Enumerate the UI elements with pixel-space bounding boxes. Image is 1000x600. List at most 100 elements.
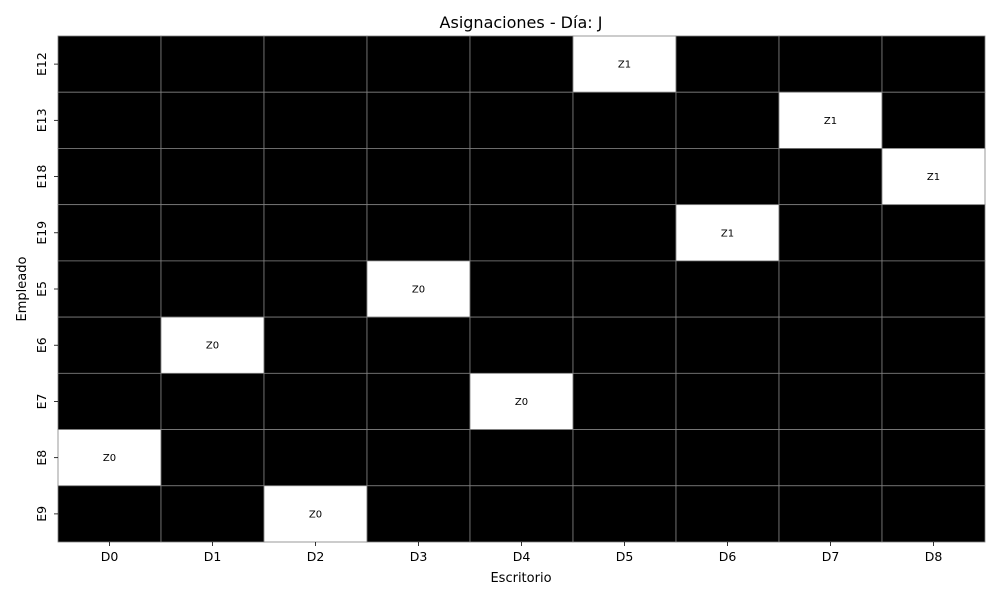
heatmap-cell-E18-D6 [675,148,780,206]
heatmap-cell-E13-D8 [881,91,986,149]
heatmap-cell-E12-D4 [469,35,574,93]
heatmap-cell-E19-D7 [778,204,883,262]
heatmap-cell-E18-D8 [881,148,986,206]
heatmap-cell-E13-D6 [675,91,780,149]
heatmap-cell-E7-D3 [366,372,471,430]
heatmap-cell-E19-D2 [263,204,368,262]
heatmap-cell-E19-D5 [572,204,677,262]
heatmap-cell-E13-D1 [160,91,265,149]
heatmap-cell-E5-D1 [160,260,265,318]
heatmap-cell-E7-D8 [881,372,986,430]
y-tick-label-E7: E7 [34,394,49,410]
heatmap-cell-E5-D4 [469,260,574,318]
heatmap-cell-E12-D1 [160,35,265,93]
y-tick-label-E5: E5 [34,281,49,297]
heatmap-cell-E13-D3 [366,91,471,149]
y-tick-label-E6: E6 [34,337,49,353]
heatmap-cell-E5-D2 [263,260,368,318]
heatmap-cells: Z1 Z1 Z1 Z1 Z0 Z0 Z0 Z0 Z0 [57,35,986,543]
y-tick-label-E12: E12 [34,52,49,76]
heatmap-cell-E13-D0 [57,91,162,149]
heatmap-cell-E5-D5 [572,260,677,318]
heatmap-cell-E7-D1 [160,372,265,430]
x-axis-label: Escritorio [490,571,551,586]
heatmap-cell-E18-D3 [366,148,471,206]
heatmap-cell-E9-D8 [881,485,986,543]
heatmap-cell-E9-D5 [572,485,677,543]
heatmap-cell-E8-D1 [160,429,265,487]
heatmap-cell-E19-D3 [366,204,471,262]
y-tick-label-E8: E8 [34,450,49,466]
heatmap-cell-E18-D2 [263,148,368,206]
cell-label-E9-D2: Z0 [309,509,322,520]
y-tick-label-E9: E9 [34,506,49,522]
heatmap-cell-E7-D2 [263,372,368,430]
heatmap-cell-E12-D0 [57,35,162,93]
heatmap-cell-E6-D2 [263,316,368,374]
x-axis-ticks: D0 D1 D2 D3 D4 D5 D6 D7 D8 [101,542,943,564]
heatmap-cell-E12-D8 [881,35,986,93]
heatmap-cell-E9-D4 [469,485,574,543]
heatmap-cell-E6-D8 [881,316,986,374]
x-tick-label-D6: D6 [719,549,737,564]
heatmap-cell-E12-D3 [366,35,471,93]
heatmap-cell-E8-D4 [469,429,574,487]
cell-label-E8-D0: Z0 [103,453,116,464]
heatmap-cell-E5-D3 [366,260,471,318]
y-tick-label-E13: E13 [34,108,49,132]
x-tick-label-D2: D2 [307,549,325,564]
heatmap-cell-E6-D4 [469,316,574,374]
heatmap-cell-E5-D6 [675,260,780,318]
heatmap-cell-E6-D5 [572,316,677,374]
heatmap-cell-E5-D7 [778,260,883,318]
heatmap-cell-E6-D1 [160,316,265,374]
heatmap-cell-E13-D4 [469,91,574,149]
heatmap-cell-E8-D7 [778,429,883,487]
heatmap-cell-E8-D3 [366,429,471,487]
heatmap-cell-E8-D6 [675,429,780,487]
heatmap-cell-E8-D8 [881,429,986,487]
heatmap-cell-E9-D3 [366,485,471,543]
x-tick-label-D1: D1 [204,549,222,564]
heatmap-cell-E18-D0 [57,148,162,206]
heatmap-cell-E9-D1 [160,485,265,543]
y-axis-label: Empleado [15,257,30,322]
heatmap-cell-E6-D7 [778,316,883,374]
heatmap-cell-E18-D1 [160,148,265,206]
heatmap-cell-E8-D2 [263,429,368,487]
heatmap-cell-E12-D2 [263,35,368,93]
heatmap-cell-E7-D5 [572,372,677,430]
heatmap-cell-E7-D7 [778,372,883,430]
y-tick-label-E19: E19 [34,221,49,245]
cell-label-E5-D3: Z0 [412,285,425,296]
heatmap-cell-E19-D4 [469,204,574,262]
heatmap-cell-E9-D7 [778,485,883,543]
heatmap-cell-E19-D8 [881,204,986,262]
cell-label-E13-D7: Z1 [824,116,837,127]
cell-label-E6-D1: Z0 [206,341,219,352]
heatmap-cell-E5-D8 [881,260,986,318]
heatmap-cell-E18-D4 [469,148,574,206]
heatmap-cell-E7-D0 [57,372,162,430]
heatmap-cell-E13-D2 [263,91,368,149]
cell-label-E12-D5: Z1 [618,60,631,71]
heatmap-cell-E13-D5 [572,91,677,149]
heatmap-cell-E9-D0 [57,485,162,543]
x-tick-label-D4: D4 [513,549,531,564]
x-tick-label-D5: D5 [616,549,634,564]
heatmap-cell-E12-D5 [572,35,677,93]
cell-label-E19-D6: Z1 [721,228,734,239]
heatmap-cell-E18-D5 [572,148,677,206]
x-tick-label-D7: D7 [822,549,840,564]
heatmap-cell-E5-D0 [57,260,162,318]
y-tick-label-E18: E18 [34,165,49,189]
cell-label-E7-D4: Z0 [515,397,528,408]
heatmap-cell-E6-D0 [57,316,162,374]
x-tick-label-D3: D3 [410,549,428,564]
heatmap-cell-E8-D5 [572,429,677,487]
heatmap-cell-E6-D3 [366,316,471,374]
heatmap-cell-E9-D6 [675,485,780,543]
x-tick-label-D8: D8 [925,549,943,564]
x-tick-label-D0: D0 [101,549,119,564]
